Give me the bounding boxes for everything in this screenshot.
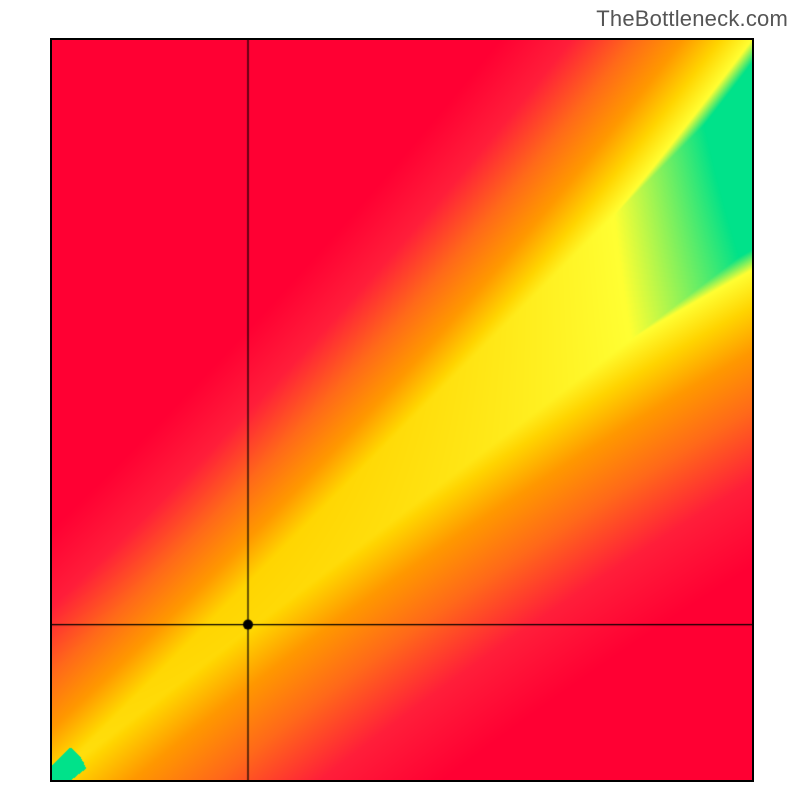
bottleneck-heatmap — [50, 38, 754, 782]
watermark-text: TheBottleneck.com — [596, 6, 788, 32]
crosshair-overlay — [52, 40, 752, 780]
